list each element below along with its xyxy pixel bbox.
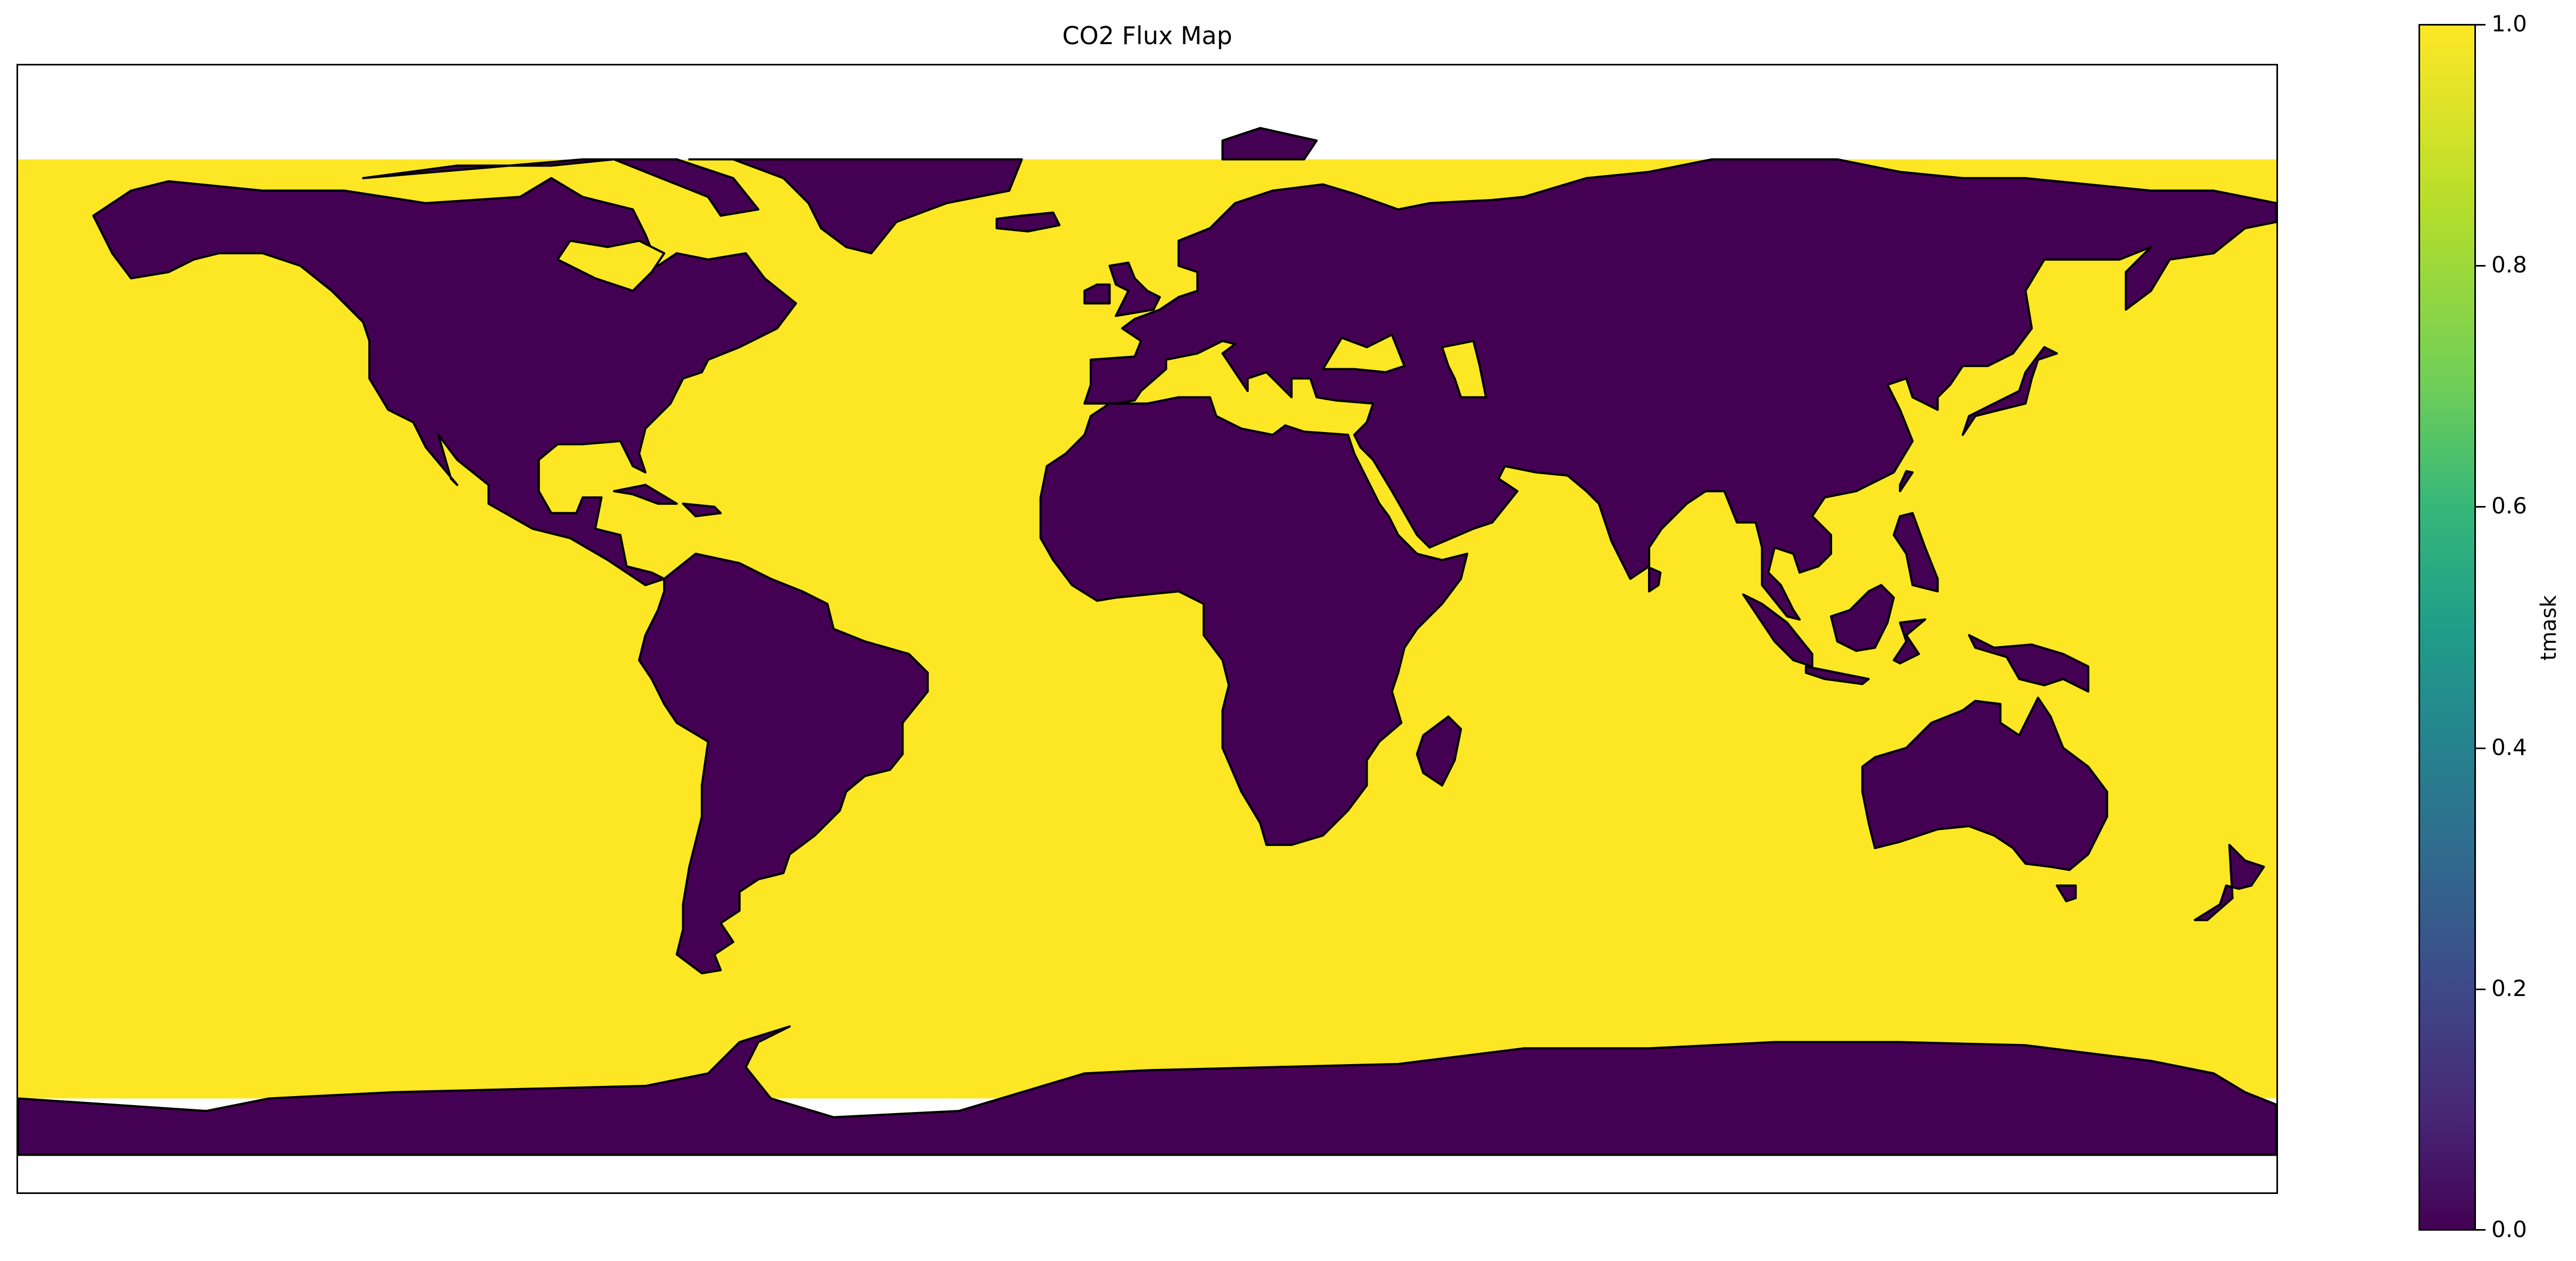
new-zealand: [2193, 843, 2265, 922]
madagascar: [1415, 715, 1462, 787]
svalbard: [1221, 127, 1318, 161]
new-guinea: [1968, 634, 2090, 693]
great-britain: [1108, 261, 1161, 317]
japan: [1961, 346, 2058, 436]
iceland: [996, 211, 1061, 233]
canadian-arctic-islands: [362, 158, 760, 217]
colorbar-tick: [2476, 24, 2486, 26]
colorbar-tick-label: 0.8: [2491, 252, 2527, 278]
greenland: [688, 158, 1023, 255]
world-map: [18, 127, 2276, 1156]
sulawesi: [1892, 618, 1926, 665]
ireland: [1083, 283, 1111, 305]
colorbar-tick-label: 0.6: [2491, 493, 2527, 519]
colorbar-tick-label: 1.0: [2491, 11, 2527, 37]
colorbar-tick: [2476, 989, 2486, 990]
colorbar: [2418, 24, 2476, 1231]
colorbar-tick: [2476, 1229, 2486, 1231]
colorbar-tick-label: 0.2: [2491, 975, 2527, 1001]
colorbar-tick: [2476, 265, 2486, 267]
black-sea: [1322, 333, 1406, 374]
caspian-sea: [1441, 339, 1487, 399]
sumatra: [1742, 593, 1813, 668]
taiwan: [1899, 470, 1914, 493]
map-title: CO2 Flux Map: [1062, 21, 1232, 50]
java: [1804, 665, 1870, 685]
colorbar-tick-label: 0.4: [2491, 734, 2527, 760]
tasmania: [2056, 884, 2077, 902]
eurasia: [1083, 158, 2276, 621]
colorbar-tick-label: 0.0: [2491, 1216, 2527, 1242]
sri-lanka: [1648, 566, 1662, 593]
antarctica: [18, 1025, 2276, 1156]
hudson-bay-interior: [556, 239, 666, 292]
colorbar-tick: [2476, 506, 2486, 508]
philippines: [1892, 512, 1939, 593]
hispaniola: [682, 502, 722, 518]
australia: [1861, 696, 2108, 872]
colorbar-label: tmask: [2537, 595, 2561, 661]
map-panel: [16, 64, 2278, 1194]
south-america: [638, 552, 929, 975]
colorbar-tick: [2476, 748, 2486, 749]
cuba: [612, 484, 678, 505]
borneo: [1829, 584, 1895, 652]
africa: [1039, 396, 1469, 847]
